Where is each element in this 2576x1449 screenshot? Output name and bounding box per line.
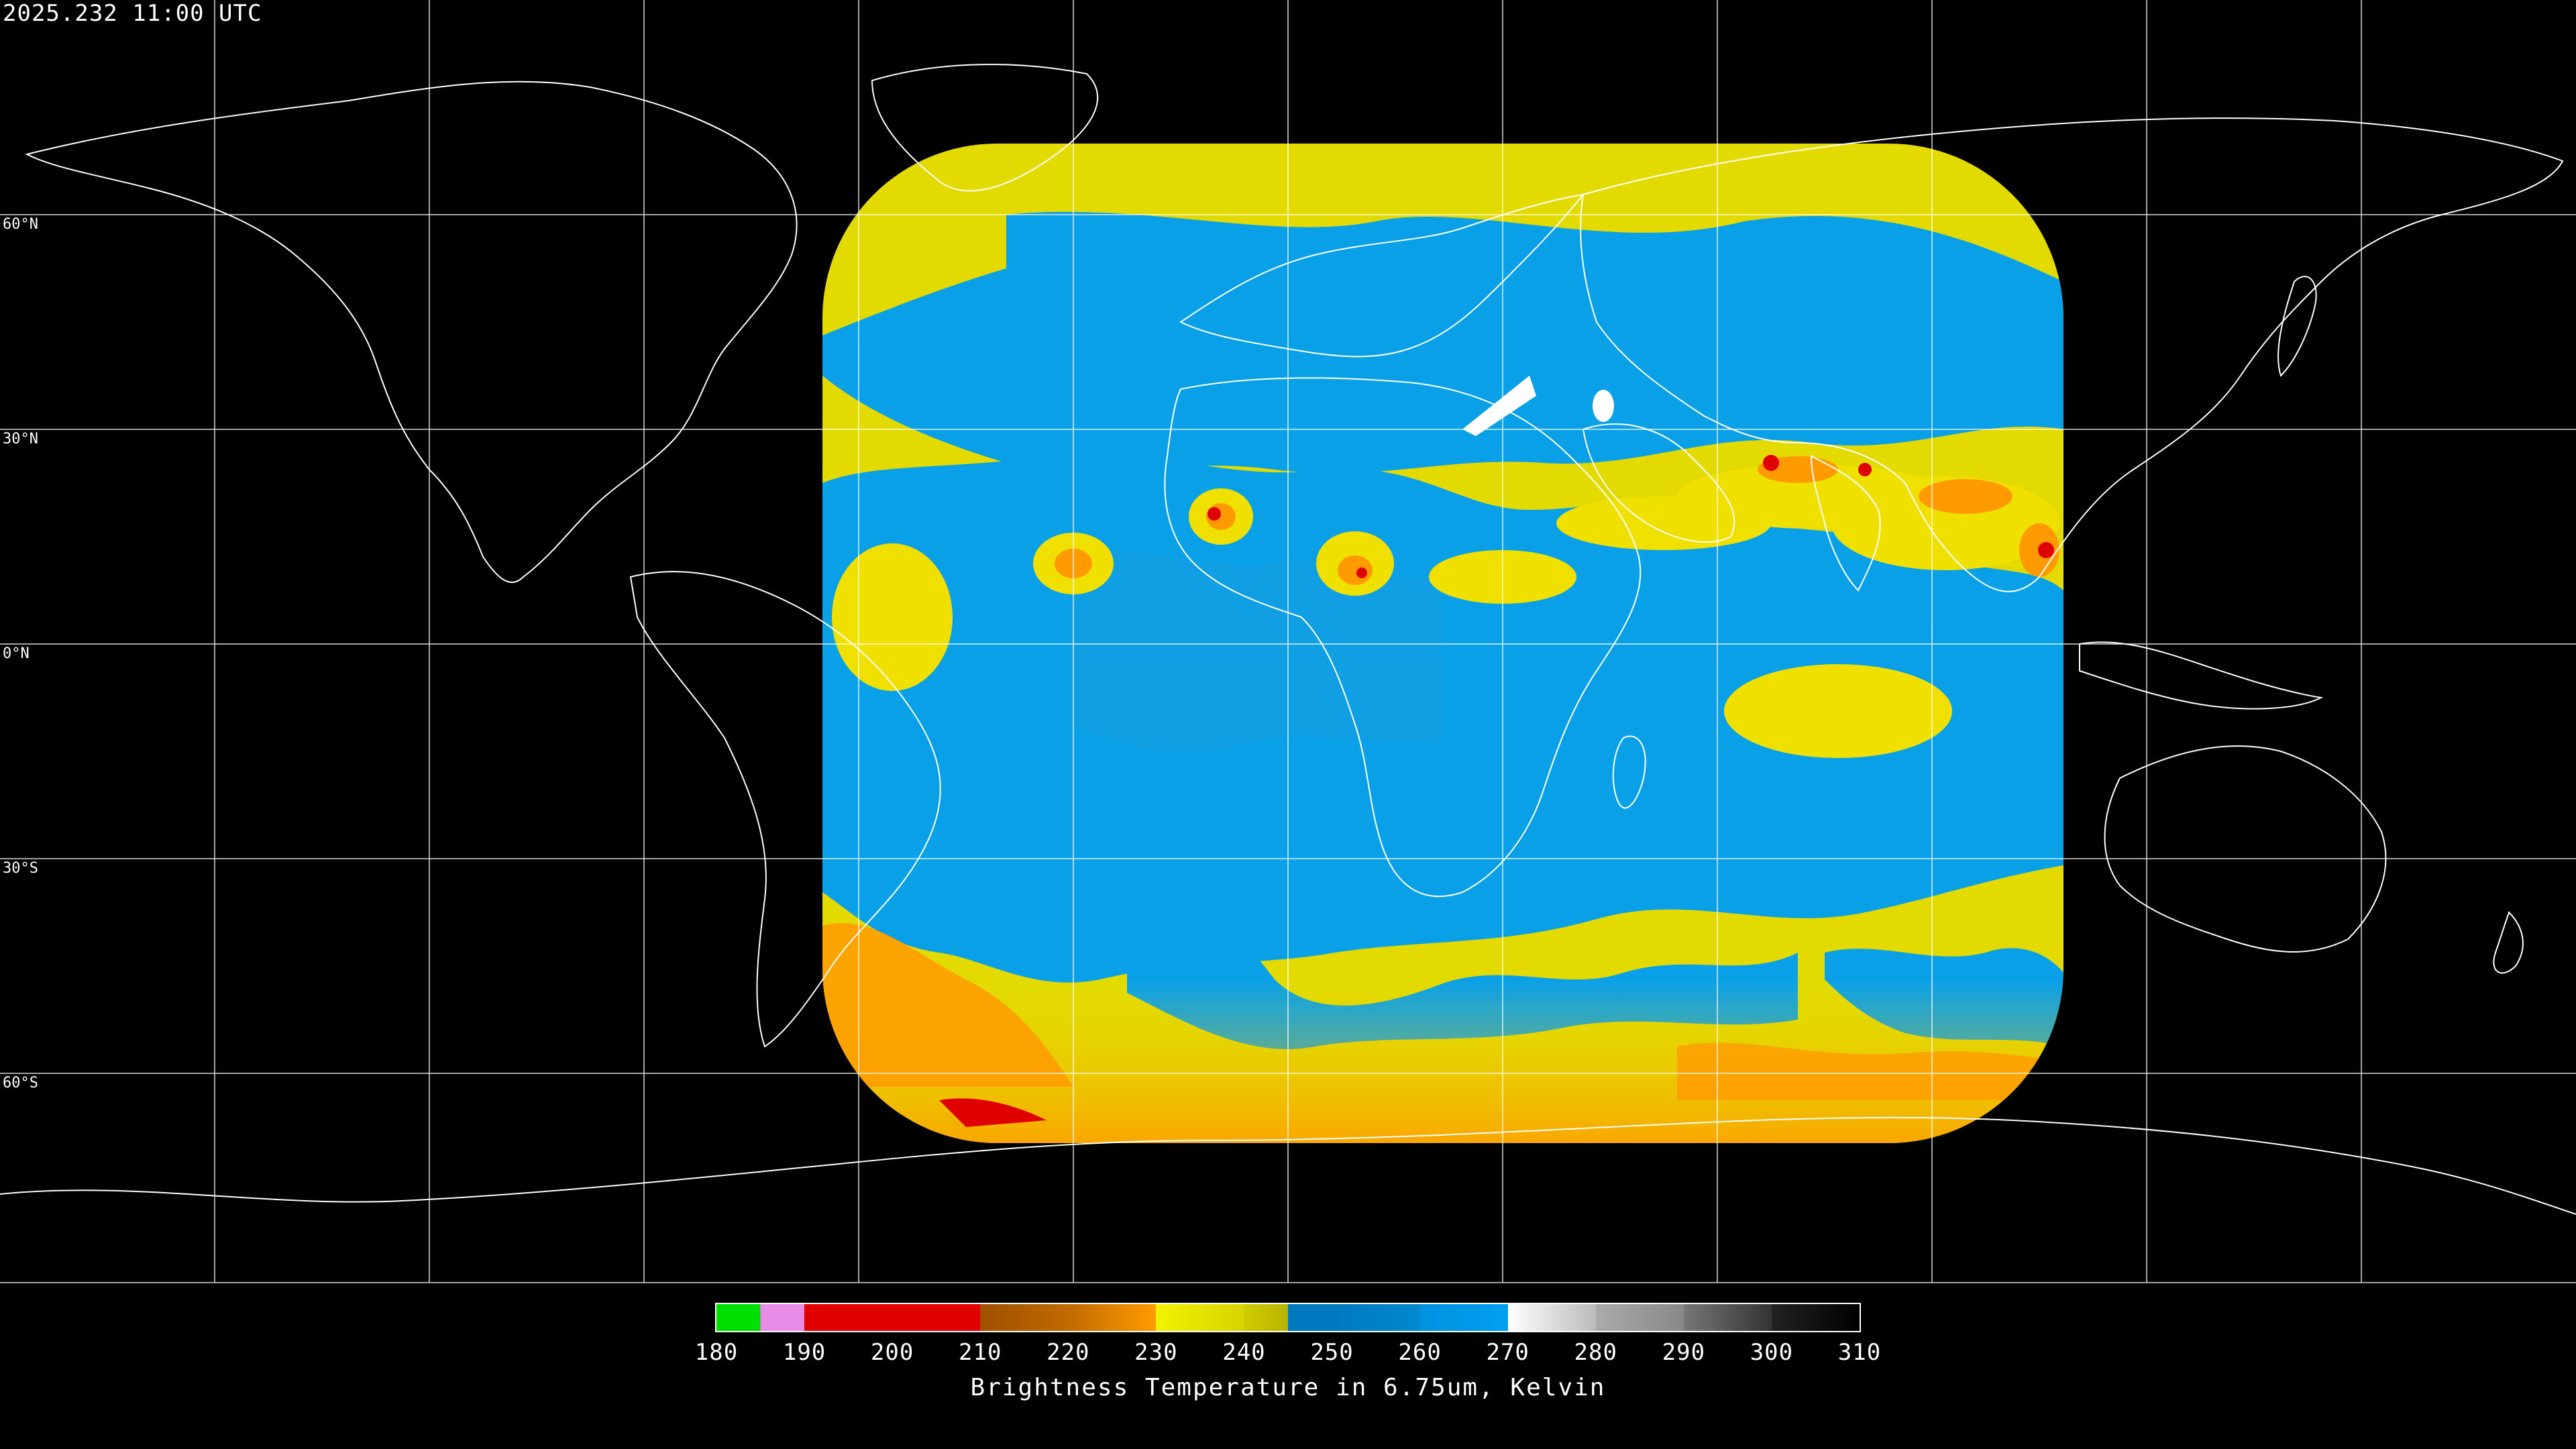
legend-tick-label: 240 (1222, 1339, 1266, 1366)
legend-segment (1156, 1304, 1244, 1331)
lat-label-60n: 60°N (3, 216, 38, 233)
legend-tick-label: 180 (694, 1339, 739, 1366)
legend-segment (1595, 1304, 1684, 1331)
legend-tick-label: 300 (1750, 1339, 1794, 1366)
legend-segment (716, 1304, 805, 1331)
legend-tick-label: 210 (959, 1339, 1002, 1366)
lat-label-60s: 60°S (3, 1075, 38, 1091)
legend-segment (804, 1304, 893, 1331)
legend-tick-label: 250 (1310, 1339, 1354, 1366)
legend-colorbar (715, 1303, 1861, 1332)
legend-tick-label: 270 (1486, 1339, 1529, 1366)
legend-segment (1419, 1304, 1508, 1331)
timestamp: 2025.232 11:00 UTC (3, 0, 262, 27)
satellite-imagery (822, 144, 2063, 1143)
legend-segment (892, 1304, 981, 1331)
legend-segment (1771, 1304, 1860, 1331)
lat-label-0n: 0°N (3, 645, 30, 662)
coastlines (0, 64, 2576, 1215)
legend-segment (1507, 1304, 1596, 1331)
legend-tick-label: 200 (870, 1339, 914, 1366)
legend-tick-label: 260 (1398, 1339, 1442, 1366)
legend-tick-label: 190 (782, 1339, 826, 1366)
legend-ticks: 180 190 200 210 220 230 240 250 260 270 280 290 300 3… (0, 1339, 2576, 1368)
legend-segment (980, 1304, 1069, 1331)
lat-label-30n: 30°N (3, 431, 38, 447)
legend-title: Brightness Temperature in 6.75um, Kelvin (970, 1374, 1606, 1401)
legend-segment (1332, 1304, 1420, 1331)
legend-tick-label: 290 (1662, 1339, 1706, 1366)
legend-segment (1244, 1304, 1332, 1331)
legend-tick-label: 280 (1574, 1339, 1617, 1366)
legend-tick-label: 230 (1134, 1339, 1178, 1366)
lat-label-30s: 30°S (3, 860, 38, 877)
legend-tick-label: 310 (1837, 1339, 1882, 1366)
legend-tick-label: 220 (1046, 1339, 1090, 1366)
graticule (0, 0, 2576, 1283)
satellite-map (0, 0, 2576, 1283)
legend-segment (1683, 1304, 1772, 1331)
legend-segment (1068, 1304, 1157, 1331)
